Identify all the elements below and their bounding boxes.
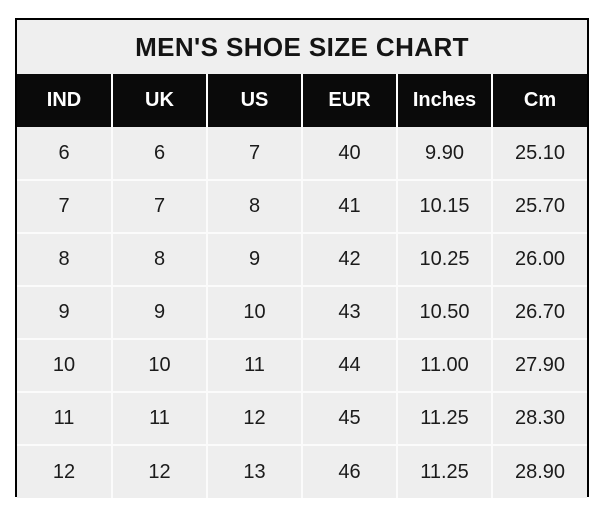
column-header-us: US: [207, 74, 303, 127]
cell-cm: 28.30: [492, 392, 587, 446]
cell-uk: 9: [112, 286, 208, 340]
cell-ind: 9: [17, 286, 113, 340]
cell-ind: 7: [17, 180, 113, 234]
table-row: 7 7 8 41 10.15 25.70: [17, 180, 587, 234]
cell-us: 7: [207, 127, 303, 181]
size-chart-container: MEN'S SHOE SIZE CHART IND UK US EUR Inch…: [15, 18, 589, 498]
cell-uk: 7: [112, 180, 208, 234]
table-row: 10 10 11 44 11.00 27.90: [17, 339, 587, 393]
table-row: 12 12 13 46 11.25 28.90: [17, 445, 587, 498]
chart-title: MEN'S SHOE SIZE CHART: [17, 20, 587, 74]
cell-eur: 42: [302, 233, 398, 287]
table-body: MEN'S SHOE SIZE CHART IND UK US EUR Inch…: [17, 20, 587, 498]
cell-us: 11: [207, 339, 303, 393]
table-row: 9 9 10 43 10.50 26.70: [17, 286, 587, 340]
cell-cm: 26.00: [492, 233, 587, 287]
cell-eur: 46: [302, 445, 398, 498]
cell-cm: 27.90: [492, 339, 587, 393]
cell-eur: 45: [302, 392, 398, 446]
cell-cm: 25.70: [492, 180, 587, 234]
cell-us: 10: [207, 286, 303, 340]
cell-uk: 10: [112, 339, 208, 393]
cell-inches: 10.25: [397, 233, 493, 287]
cell-ind: 11: [17, 392, 113, 446]
cell-uk: 6: [112, 127, 208, 181]
cell-uk: 11: [112, 392, 208, 446]
cell-uk: 8: [112, 233, 208, 287]
table-title-row: MEN'S SHOE SIZE CHART: [17, 20, 587, 74]
column-header-inches: Inches: [397, 74, 493, 127]
cell-eur: 40: [302, 127, 398, 181]
cell-us: 13: [207, 445, 303, 498]
mens-shoe-size-table: MEN'S SHOE SIZE CHART IND UK US EUR Inch…: [17, 20, 587, 498]
table-row: 11 11 12 45 11.25 28.30: [17, 392, 587, 446]
cell-cm: 25.10: [492, 127, 587, 181]
cell-inches: 10.15: [397, 180, 493, 234]
column-header-ind: IND: [17, 74, 113, 127]
cell-cm: 28.90: [492, 445, 587, 498]
cell-us: 12: [207, 392, 303, 446]
cell-eur: 41: [302, 180, 398, 234]
cell-eur: 43: [302, 286, 398, 340]
cell-ind: 6: [17, 127, 113, 181]
column-header-uk: UK: [112, 74, 208, 127]
cell-cm: 26.70: [492, 286, 587, 340]
column-header-cm: Cm: [492, 74, 587, 127]
cell-inches: 9.90: [397, 127, 493, 181]
cell-ind: 10: [17, 339, 113, 393]
cell-inches: 10.50: [397, 286, 493, 340]
column-header-eur: EUR: [302, 74, 398, 127]
cell-inches: 11.25: [397, 445, 493, 498]
cell-us: 9: [207, 233, 303, 287]
table-row: 8 8 9 42 10.25 26.00: [17, 233, 587, 287]
cell-ind: 12: [17, 445, 113, 498]
table-header-row: IND UK US EUR Inches Cm: [17, 74, 587, 127]
cell-us: 8: [207, 180, 303, 234]
cell-inches: 11.25: [397, 392, 493, 446]
cell-uk: 12: [112, 445, 208, 498]
cell-eur: 44: [302, 339, 398, 393]
cell-inches: 11.00: [397, 339, 493, 393]
cell-ind: 8: [17, 233, 113, 287]
table-row: 6 6 7 40 9.90 25.10: [17, 127, 587, 181]
